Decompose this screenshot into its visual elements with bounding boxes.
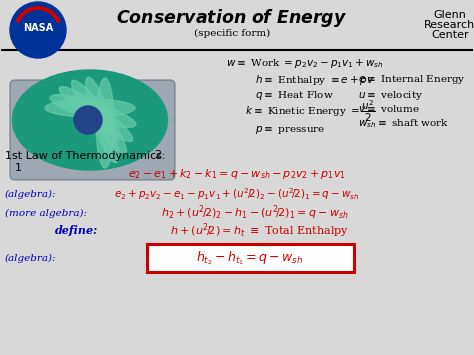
Ellipse shape [72,80,127,154]
Text: $e \equiv$ Internal Energy: $e \equiv$ Internal Energy [358,73,466,87]
Text: $h \equiv$ Enthalpy $\equiv e + pv$: $h \equiv$ Enthalpy $\equiv e + pv$ [255,73,375,87]
Ellipse shape [45,99,135,117]
Text: $\bfit{Conservation\ of\ Energy}$: $\bfit{Conservation\ of\ Energy}$ [117,7,347,29]
Text: (algebra):: (algebra): [5,253,56,263]
Ellipse shape [12,70,167,170]
Text: $q \equiv$ Heat Flow: $q \equiv$ Heat Flow [255,88,334,102]
Circle shape [10,2,66,58]
Text: $h_2 + (u^2\!/\!2)_2 - h_1 - (u^2\!/\!2)_1 = q - w_{sh}$: $h_2 + (u^2\!/\!2)_2 - h_1 - (u^2\!/\!2)… [161,204,349,222]
Ellipse shape [50,95,136,127]
Text: $u \equiv$ velocity: $u \equiv$ velocity [358,88,423,102]
Text: $e_2 + p_2v_2 - e_1 - p_1v_1 + (u^2\!/\!2)_2 - (u^2\!/\!2)_1 = q - w_{sh}$: $e_2 + p_2v_2 - e_1 - p_1v_1 + (u^2\!/\!… [114,186,360,202]
Text: (more algebra):: (more algebra): [5,208,87,218]
Text: (algebra):: (algebra): [5,190,56,198]
Text: $h_{t_2} - h_{t_1} = q - w_{sh}$: $h_{t_2} - h_{t_1} = q - w_{sh}$ [196,249,304,267]
Text: $k \equiv$ Kinetic Energy $= \dfrac{u^2}{2}$: $k \equiv$ Kinetic Energy $= \dfrac{u^2}… [245,98,375,124]
Text: Center: Center [431,30,469,40]
Text: $w \equiv$ Work $= p_2v_2 - p_1v_1 + w_{sh}$: $w \equiv$ Work $= p_2v_2 - p_1v_1 + w_{… [226,56,384,70]
Ellipse shape [59,87,133,141]
Text: $h + (u^2\!/\!2) = h_t\ \equiv$ Total Enthalpy: $h + (u^2\!/\!2) = h_t\ \equiv$ Total En… [171,222,349,240]
Text: 2: 2 [155,150,162,160]
Text: Glenn: Glenn [434,10,466,20]
Text: $p \equiv$ pressure: $p \equiv$ pressure [255,124,325,136]
Ellipse shape [96,78,114,168]
Text: $w_{sh} \equiv$ shaft work: $w_{sh} \equiv$ shaft work [358,118,449,130]
Text: 1: 1 [15,163,21,173]
Text: define:: define: [55,225,98,236]
Text: $e_2 - e_1 + k_2 - k_1 = q - w_{sh} - p_2v_2 + p_1v_1$: $e_2 - e_1 + k_2 - k_1 = q - w_{sh} - p_… [128,167,346,181]
Ellipse shape [86,77,118,163]
Text: NASA: NASA [23,23,53,33]
Text: 1st Law of Thermodynamics:: 1st Law of Thermodynamics: [5,151,165,161]
Text: (specific form): (specific form) [194,28,270,38]
Text: $v \equiv$ volume: $v \equiv$ volume [358,103,419,114]
Text: Research: Research [424,20,474,30]
FancyBboxPatch shape [10,80,175,180]
Circle shape [74,106,102,134]
FancyBboxPatch shape [147,244,354,272]
